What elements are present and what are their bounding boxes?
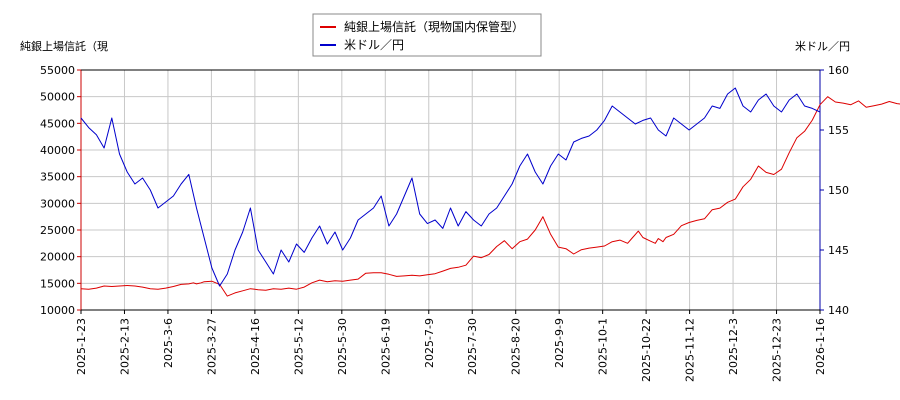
series-line-silver xyxy=(80,96,900,297)
x-tick: 2025-11-12 xyxy=(684,318,697,382)
series-group xyxy=(80,87,900,297)
y-tick-left: 30000 xyxy=(40,197,75,210)
y-tick-right: 155 xyxy=(828,124,849,137)
y-axis-label-left: 純銀上場信託（現 xyxy=(20,39,108,53)
y-tick-left: 50000 xyxy=(40,91,75,104)
x-tick: 2025-10-22 xyxy=(640,318,653,382)
x-tick: 2025-9-9 xyxy=(553,318,566,368)
x-tick: 2025-5-12 xyxy=(292,318,305,375)
y-tick-right: 140 xyxy=(828,304,849,317)
y-axis-label-right: 米ドル／円 xyxy=(795,40,850,53)
x-tick: 2025-12-23 xyxy=(771,318,784,382)
y-tick-right: 145 xyxy=(828,244,849,257)
y-tick-left: 55000 xyxy=(40,64,75,77)
y-tick-left: 10000 xyxy=(40,304,75,317)
grid xyxy=(80,69,821,311)
x-tick: 2025-2-13 xyxy=(118,318,131,375)
x-tick: 2025-7-30 xyxy=(466,318,479,375)
legend-label-usdjpy: 米ドル／円 xyxy=(344,38,404,52)
x-tick: 2025-8-20 xyxy=(510,318,523,375)
y-tick-left: 40000 xyxy=(40,144,75,157)
y-tick-left: 15000 xyxy=(40,277,75,290)
x-tick: 2025-10-1 xyxy=(597,318,610,375)
series-line-usdjpy xyxy=(80,87,821,287)
y-tick-left: 20000 xyxy=(40,251,75,264)
x-tick: 2025-7-9 xyxy=(423,318,436,368)
x-tick: 2025-6-19 xyxy=(379,318,392,375)
x-tick: 2026-1-16 xyxy=(814,318,827,375)
y-tick-left: 35000 xyxy=(40,171,75,184)
x-tick: 2025-1-23 xyxy=(75,318,88,375)
y-tick-left: 25000 xyxy=(40,224,75,237)
legend-label-silver: 純銀上場信託（現物国内保管型） xyxy=(344,19,524,34)
axes xyxy=(77,69,824,314)
x-tick: 2025-3-27 xyxy=(205,318,218,375)
x-tick: 2025-5-30 xyxy=(336,318,349,375)
legend: 純銀上場信託（現物国内保管型） 米ドル／円 xyxy=(312,13,542,57)
y-tick-left: 45000 xyxy=(40,117,75,130)
y-tick-right: 150 xyxy=(828,184,849,197)
tick-labels: 10000 15000 20000 25000 30000 35000 40000 45000… xyxy=(40,64,849,382)
x-tick: 2025-3-6 xyxy=(162,318,175,368)
x-tick: 2025-4-16 xyxy=(249,318,262,375)
x-tick: 2025-12-3 xyxy=(727,318,740,375)
y-tick-right: 160 xyxy=(828,64,849,77)
